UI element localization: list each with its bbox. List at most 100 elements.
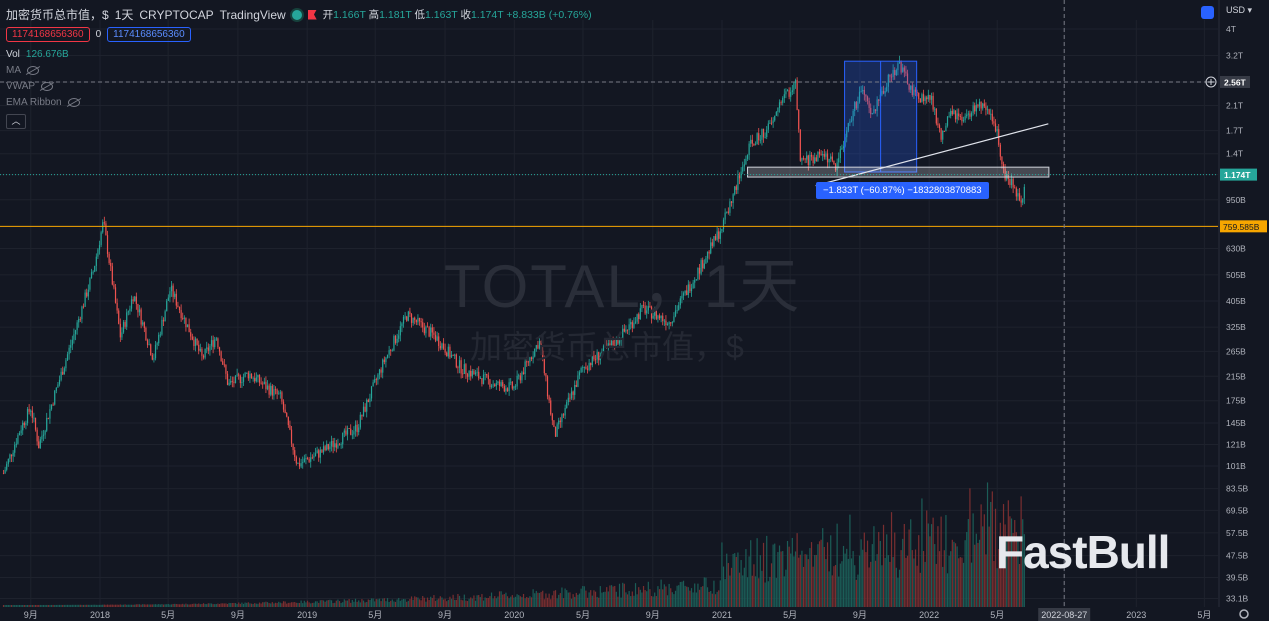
candle-body	[423, 327, 425, 334]
volume-bar	[860, 539, 862, 607]
candle-body	[825, 153, 827, 157]
candle-body	[850, 120, 853, 122]
buy-button[interactable]: 1174168656360	[107, 27, 191, 42]
candle-body	[15, 443, 17, 445]
candle-body	[73, 334, 75, 340]
candle-body	[346, 428, 349, 435]
volume-bar	[930, 524, 933, 607]
candle-body	[562, 414, 565, 416]
volume-bar	[306, 600, 309, 607]
volume-bar	[503, 594, 505, 607]
candle-body	[391, 350, 393, 352]
candle-body	[386, 354, 389, 358]
volume-bar	[7, 604, 9, 607]
candle-body	[673, 316, 675, 323]
candle-body	[841, 148, 843, 150]
volume-bar	[159, 604, 161, 607]
candle-body	[638, 314, 640, 320]
candle-body	[521, 372, 523, 381]
volume-bar	[265, 601, 267, 607]
volume-bar	[226, 604, 229, 607]
ema-ribbon-indicator[interactable]: EMA Ribbon	[6, 97, 80, 108]
volume-bar	[972, 513, 974, 607]
volume-bar	[353, 601, 355, 607]
candle-body	[943, 130, 945, 132]
volume-bar	[228, 602, 230, 607]
candle-body	[4, 469, 6, 474]
candle-body	[892, 70, 894, 77]
market-status-icon[interactable]	[291, 9, 302, 20]
volume-bar	[444, 598, 446, 607]
price-axis[interactable]: 4T 3.2T 2.56T 2.1T 1.7T 1.4T 1.174T 950B 759.585…	[1205, 0, 1267, 607]
candle-body	[394, 336, 397, 343]
candle-body	[1014, 187, 1016, 189]
symbol-title[interactable]: 加密货币总市值，$	[6, 8, 109, 22]
candle-body	[874, 109, 877, 112]
candle-body	[926, 97, 928, 100]
candle-body	[978, 101, 981, 107]
volume-bar	[724, 579, 726, 607]
volume-bar	[210, 603, 213, 607]
volume-bar	[78, 604, 80, 607]
candle-body	[276, 389, 278, 395]
candle-body	[809, 154, 811, 166]
volume-bar	[222, 603, 224, 607]
candle-body	[350, 428, 352, 435]
candle-body	[908, 83, 910, 90]
volume-bar	[95, 604, 97, 607]
flag-icon[interactable]	[307, 9, 317, 20]
candle-body	[918, 93, 920, 99]
candle-body	[686, 290, 688, 296]
volume-bar	[894, 532, 896, 607]
candle-body	[7, 458, 9, 464]
candle-body	[249, 373, 251, 379]
interval-label[interactable]: 1天	[114, 8, 134, 22]
candle-body	[358, 427, 360, 433]
volume-bar	[233, 602, 235, 607]
volume-bar	[807, 559, 809, 607]
candle-body	[374, 379, 376, 383]
candle-body	[895, 70, 897, 76]
candle-body	[530, 357, 533, 360]
candle-body	[241, 381, 243, 384]
volume-indicator[interactable]: Vol 126.676B	[6, 49, 69, 60]
volume-bar	[961, 557, 963, 607]
volume-bar	[553, 590, 555, 607]
candle-body	[228, 382, 230, 385]
ma-indicator[interactable]: MA	[6, 65, 39, 76]
volume-bar	[735, 556, 737, 607]
volume-bar	[783, 576, 785, 607]
volume-bar	[420, 600, 422, 607]
sell-button[interactable]: 1174168656360	[6, 27, 90, 42]
vwap-indicator[interactable]: VWAP	[6, 81, 54, 92]
volume-bar	[1001, 561, 1003, 607]
volume-bar	[598, 597, 600, 607]
candle-body	[282, 401, 285, 410]
chevron-up-icon[interactable]: ︿	[6, 114, 26, 129]
volume-bar	[310, 603, 312, 607]
volume-bar	[468, 598, 470, 607]
volume-bar	[313, 602, 315, 607]
candle-body	[884, 90, 886, 94]
auto-scale-icon[interactable]	[1201, 6, 1214, 19]
candle-body	[34, 417, 37, 430]
candle-body	[890, 76, 893, 78]
volume-bar	[647, 581, 649, 607]
candle-body	[356, 424, 358, 433]
candle-body	[897, 63, 899, 71]
volume-bar	[820, 539, 822, 607]
volume-bar	[335, 600, 337, 607]
candle-body	[778, 102, 781, 108]
currency-selector[interactable]: USD ▾	[1226, 5, 1253, 15]
candle-body	[158, 334, 160, 344]
candle-body	[812, 156, 814, 164]
price-tick-label: 630B	[1226, 244, 1246, 254]
volume-bar	[983, 514, 985, 607]
time-tick-label: 2020	[504, 610, 524, 620]
time-axis[interactable]: 9月 2018 5月 9月 2019 5月 9月 2020 5月 9月 2021 5月 9月 2022 5月…	[24, 608, 1249, 621]
volume-bar	[946, 573, 949, 607]
volume-bar	[412, 599, 414, 607]
drawings[interactable]	[0, 0, 1218, 607]
candle-body	[782, 97, 784, 103]
